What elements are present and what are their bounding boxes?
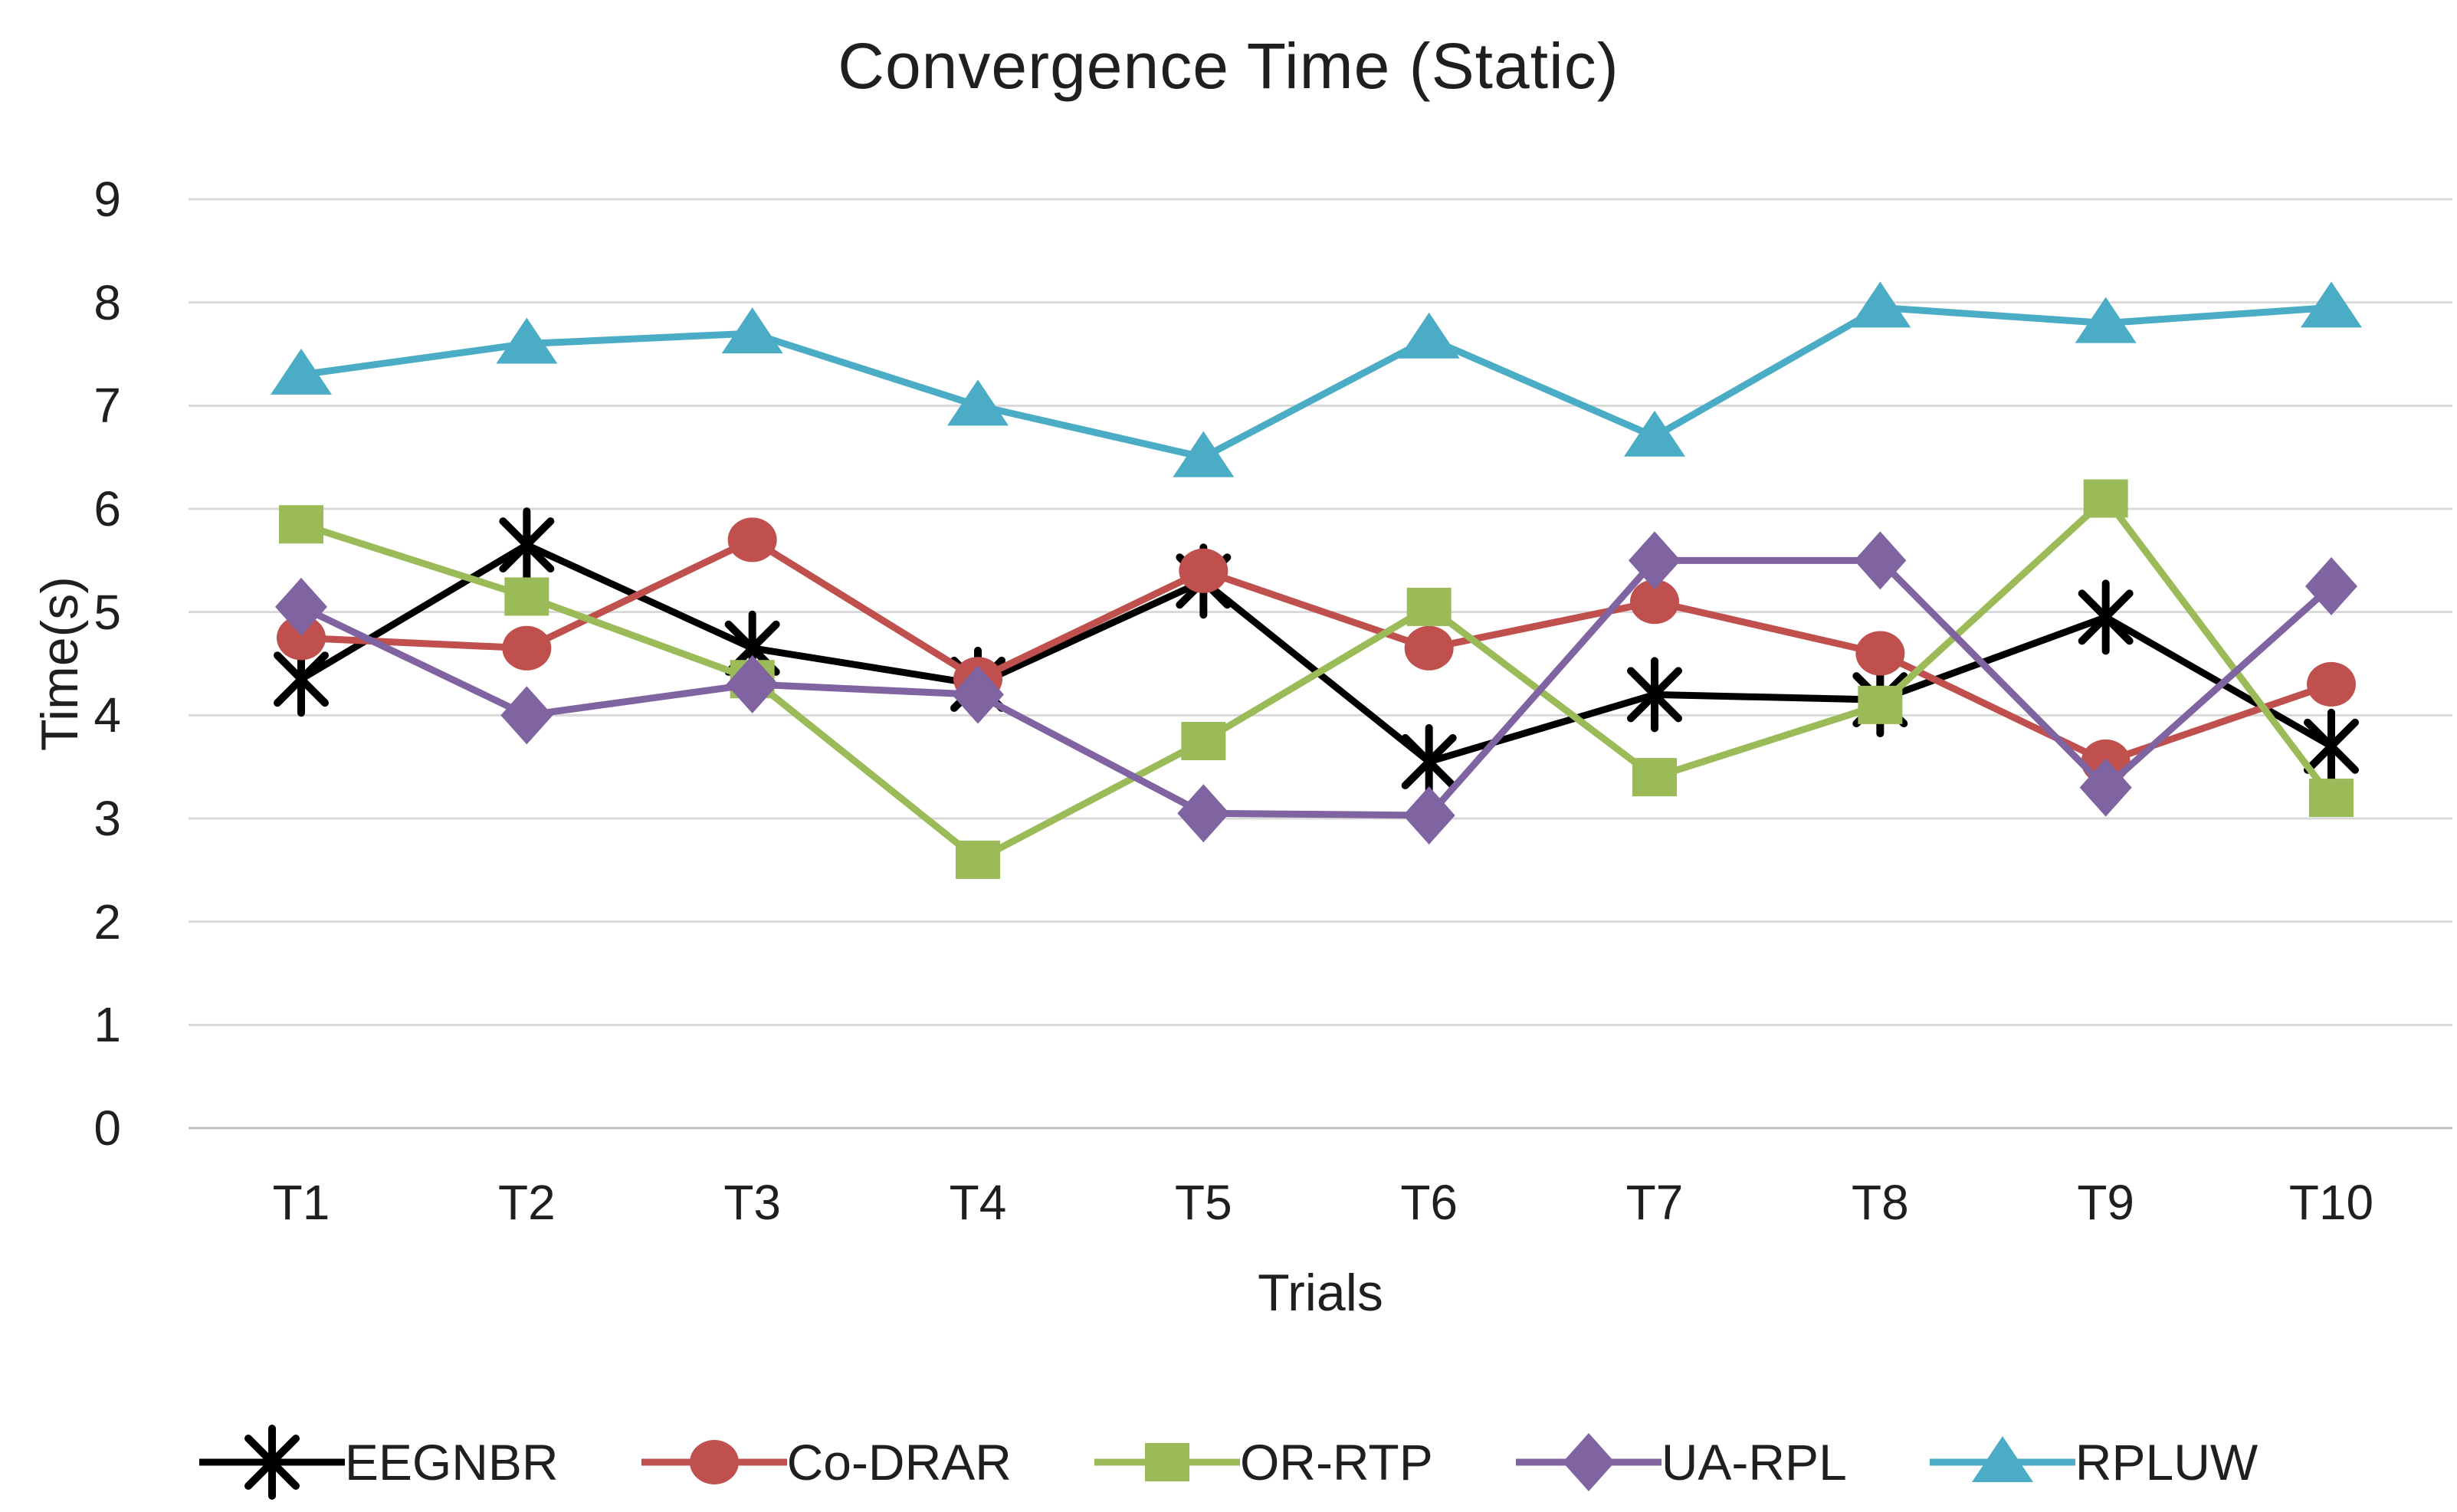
y-tick-label: 4 (93, 687, 121, 743)
data-point-OR-RTP (2083, 479, 2128, 518)
legend-marker-triangle (1971, 1436, 2033, 1482)
legend-label: UA-RPL (1661, 1434, 1847, 1491)
data-point-OR-RTP (1858, 685, 1903, 724)
x-tick-label: T3 (723, 1175, 781, 1230)
series-line-EEGNBR (299, 541, 2334, 766)
series-line-UA-RPL (300, 556, 2334, 819)
y-tick-label: 5 (93, 584, 121, 640)
legend-item-Co-DRAR: Co-DRAR (641, 1420, 1012, 1504)
x-tick-label: T8 (1851, 1175, 1909, 1230)
data-point-RPLUW (2075, 297, 2137, 343)
data-point-Co-DRAR (727, 517, 777, 562)
data-point-RPLUW (2300, 281, 2362, 328)
x-tick-label: T2 (497, 1175, 556, 1230)
data-point-RPLUW (946, 379, 1009, 426)
data-point-Co-DRAR (1855, 631, 1905, 676)
asterisk-spoke (244, 1435, 300, 1490)
data-point-RPLUW (1849, 281, 1911, 328)
data-point-OR-RTP (955, 840, 1000, 879)
data-point-Co-DRAR (1179, 548, 1228, 593)
y-tick-label: 3 (93, 791, 121, 846)
y-tick-label: 7 (93, 378, 121, 434)
legend-item-OR-RTP: OR-RTP (1094, 1420, 1433, 1504)
legend-item-RPLUW: RPLUW (1929, 1420, 2259, 1504)
legend: EEGNBR Co-DRAR OR-RTP UA-RPL RPLUW (0, 1409, 2457, 1512)
asterisk-spoke (2303, 718, 2359, 774)
x-tick-label: T9 (2077, 1175, 2134, 1230)
data-point-OR-RTP (1406, 587, 1452, 626)
x-tick-label: T6 (1400, 1175, 1458, 1230)
data-point-UA-RPL (1402, 786, 1455, 845)
data-point-EEGNBR (1626, 657, 1682, 733)
x-tick-label: T1 (272, 1175, 330, 1230)
y-tick-label: 6 (93, 481, 121, 536)
asterisk-spoke (274, 651, 329, 707)
legend-swatch-asterisk-icon (198, 1425, 345, 1500)
data-point-Co-DRAR (1404, 625, 1454, 671)
data-point-UA-RPL (1628, 531, 1681, 590)
data-point-RPLUW (271, 348, 332, 395)
x-tick-label: T5 (1174, 1175, 1232, 1230)
x-axis-title: Trials (1258, 1264, 1383, 1322)
data-point-OR-RTP (279, 505, 323, 544)
data-point-RPLUW (1173, 431, 1235, 477)
legend-label: RPLUW (2075, 1434, 2259, 1491)
legend-label: Co-DRAR (786, 1434, 1012, 1491)
legend-label: EEGNBR (344, 1434, 559, 1491)
series-line-OR-RTP (300, 493, 2334, 864)
data-point-RPLUW (1398, 312, 1460, 359)
legend-swatch-triangle-icon (1929, 1436, 2075, 1482)
asterisk-spoke (1626, 667, 1682, 723)
legend-swatch-square-icon (1094, 1443, 1240, 1481)
series-line-RPLUW (300, 303, 2332, 461)
data-point-OR-RTP (1632, 758, 1677, 797)
asterisk-spoke (1401, 733, 1457, 789)
data-point-RPLUW (721, 307, 783, 354)
data-point-UA-RPL (2079, 758, 2132, 817)
chart-title: Convergence Time (Static) (838, 30, 1619, 102)
data-point-RPLUW (496, 317, 558, 364)
data-point-OR-RTP (1181, 722, 1226, 760)
data-point-UA-RPL (2304, 557, 2357, 615)
legend-swatch-circle-icon (641, 1440, 787, 1484)
y-tick-label: 0 (93, 1100, 121, 1156)
legend-marker-square (1144, 1443, 1189, 1481)
data-point-OR-RTP (504, 577, 549, 616)
x-tick-label: T4 (949, 1175, 1007, 1230)
data-point-EEGNBR (2078, 579, 2134, 655)
data-point-Co-DRAR (277, 615, 326, 661)
data-point-UA-RPL (1854, 531, 1907, 590)
data-point-EEGNBR (1401, 723, 1457, 799)
y-tick-label: 9 (93, 172, 121, 227)
y-tick-label: 8 (93, 274, 121, 330)
data-point-UA-RPL (275, 577, 327, 636)
legend-item-EEGNBR: EEGNBR (198, 1420, 559, 1504)
legend-marker-circle (689, 1440, 739, 1484)
legend-marker-asterisk (244, 1425, 300, 1500)
legend-item-UA-RPL: UA-RPL (1515, 1420, 1847, 1504)
data-point-EEGNBR (2303, 708, 2359, 784)
y-tick-label: 1 (93, 997, 121, 1053)
data-point-RPLUW (1623, 410, 1685, 457)
data-point-EEGNBR (499, 507, 555, 583)
y-tick-label: 2 (93, 894, 121, 950)
data-point-OR-RTP (2308, 779, 2354, 818)
legend-marker-diamond (1562, 1433, 1615, 1491)
legend-swatch-diamond-icon (1515, 1433, 1662, 1491)
data-point-Co-DRAR (1629, 579, 1679, 625)
asterisk-spoke (499, 517, 555, 573)
data-point-UA-RPL (500, 686, 553, 745)
series-line-Co-DRAR (300, 536, 2333, 766)
x-tick-label: T7 (1625, 1175, 1684, 1230)
data-point-UA-RPL (726, 654, 779, 713)
asterisk-spoke (2078, 589, 2134, 645)
data-point-Co-DRAR (2306, 661, 2356, 707)
legend-label: OR-RTP (1239, 1434, 1433, 1491)
x-tick-label: T10 (2288, 1175, 2374, 1230)
data-point-UA-RPL (1177, 784, 1230, 843)
data-point-UA-RPL (951, 665, 1004, 724)
data-point-Co-DRAR (502, 625, 552, 671)
